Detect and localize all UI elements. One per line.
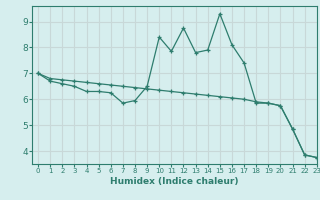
X-axis label: Humidex (Indice chaleur): Humidex (Indice chaleur) bbox=[110, 177, 239, 186]
